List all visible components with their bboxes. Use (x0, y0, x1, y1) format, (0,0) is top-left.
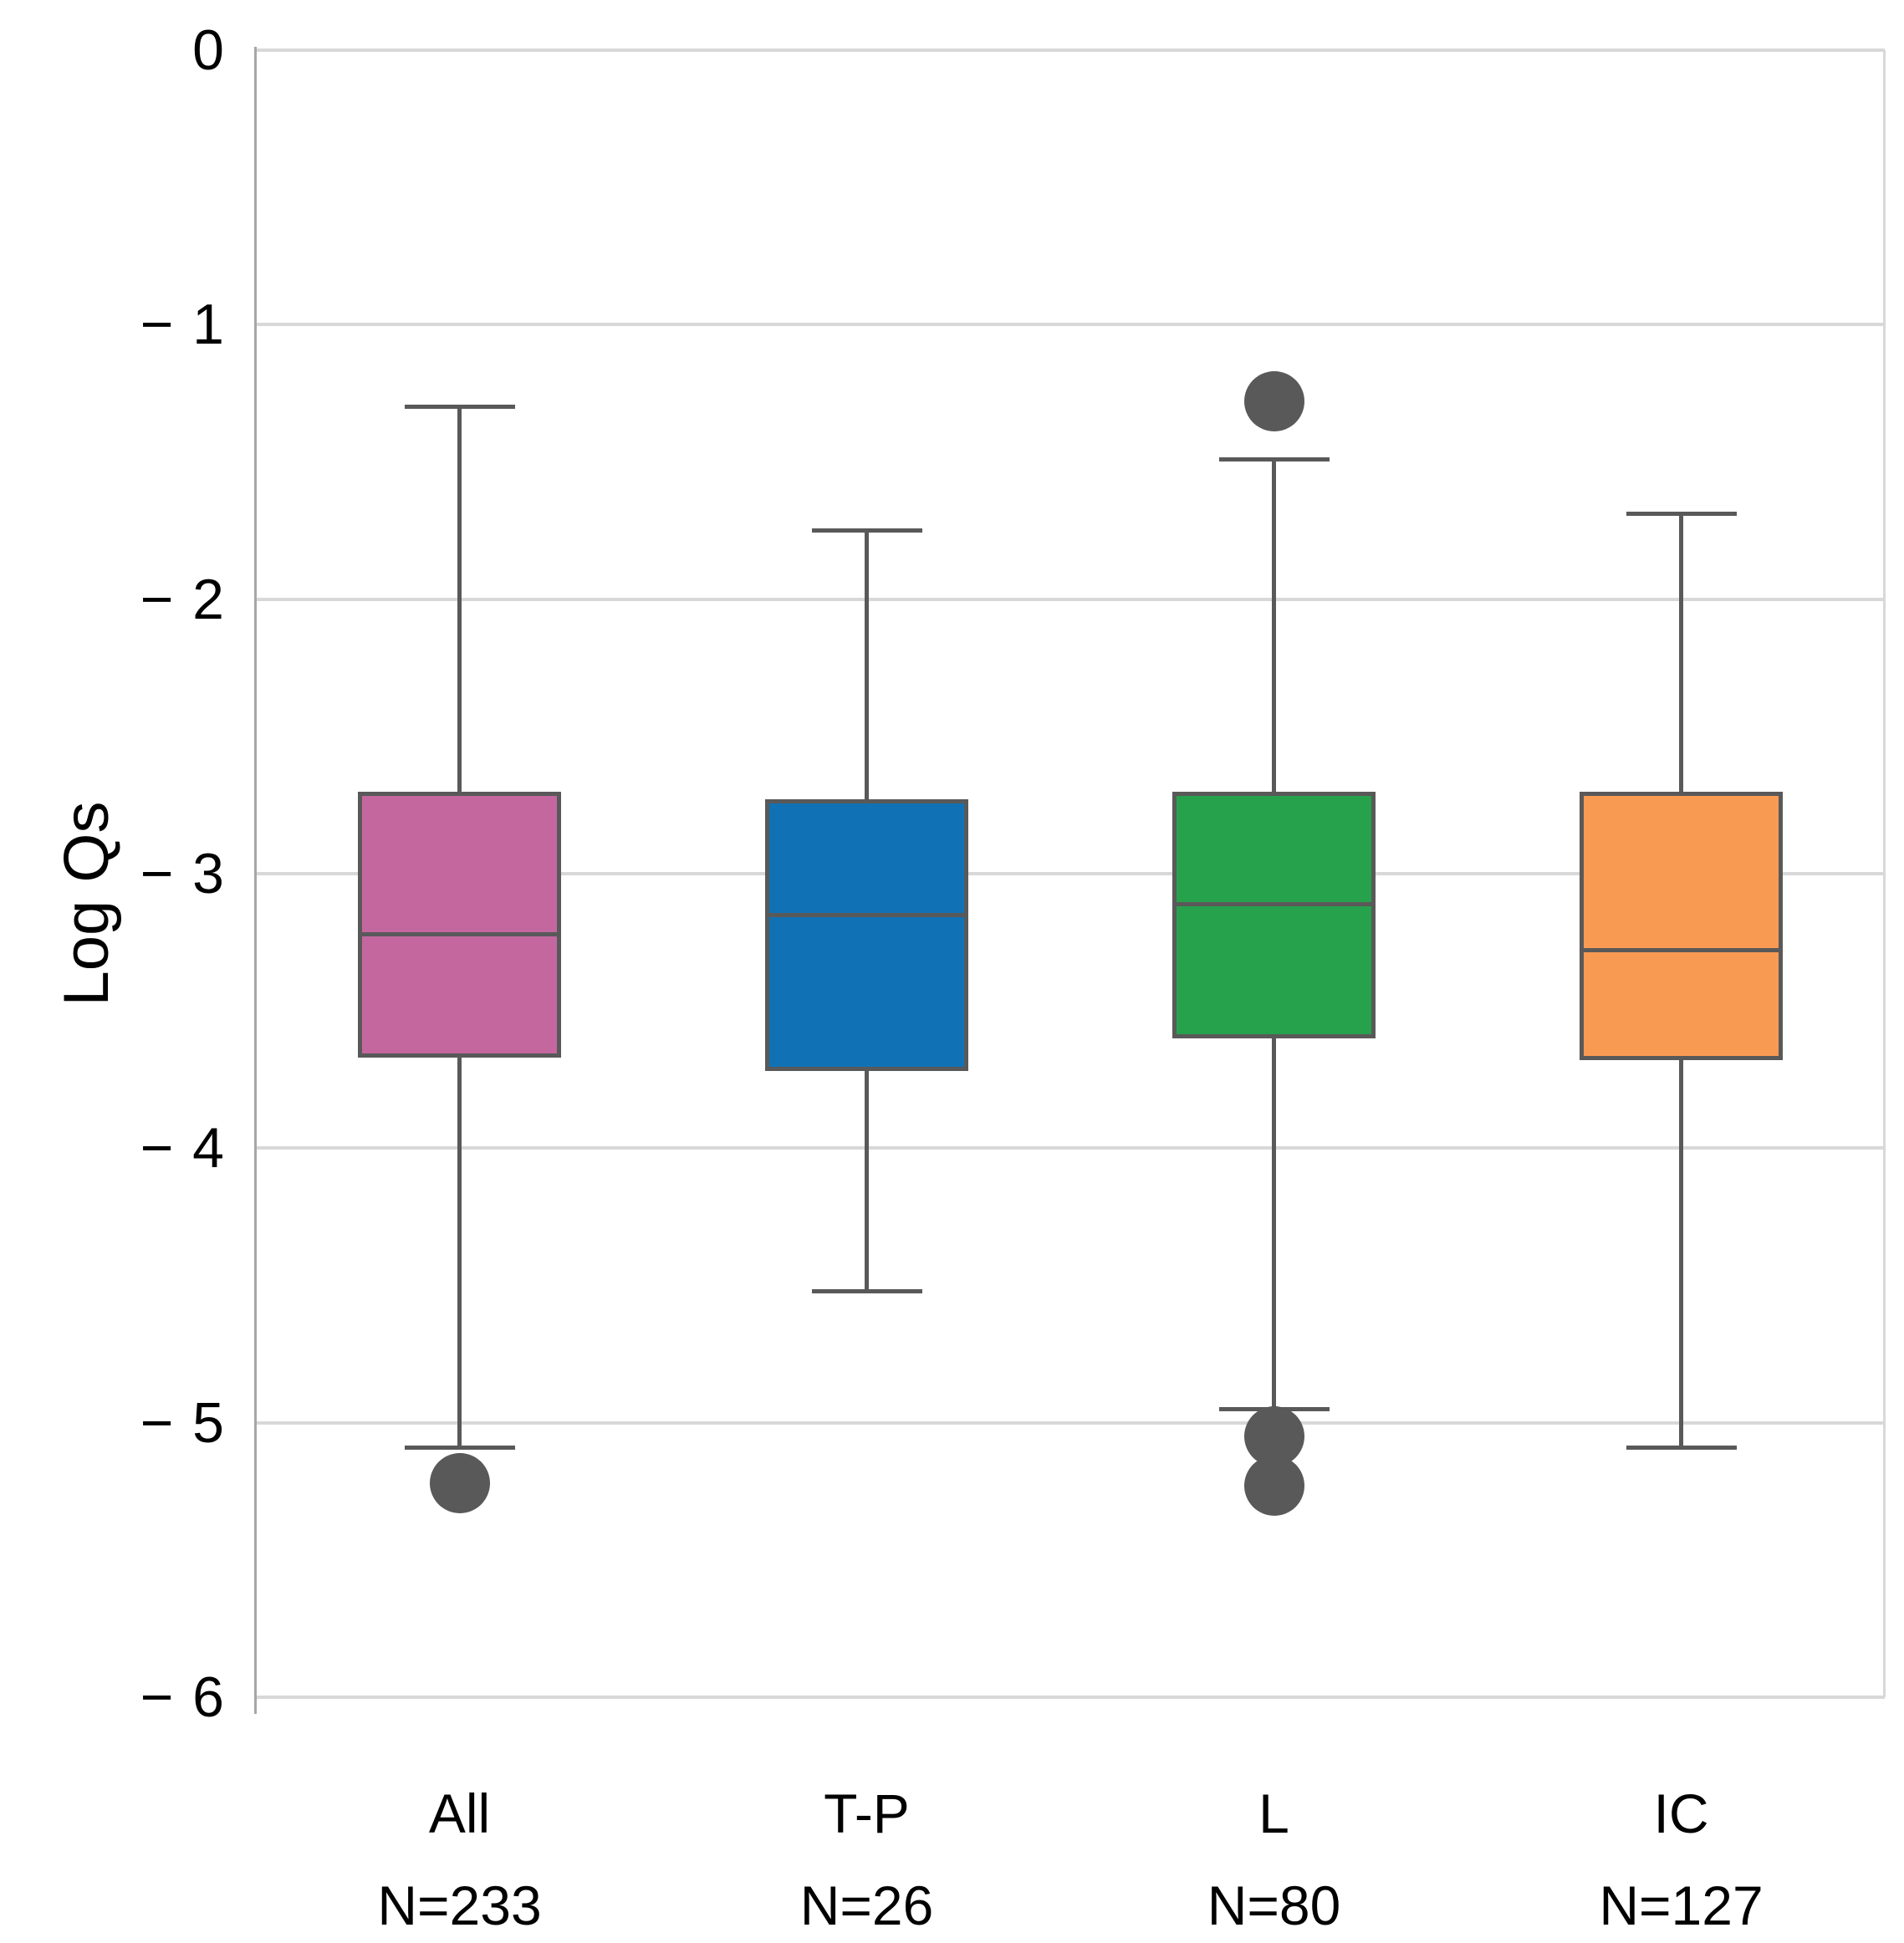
box-rect (765, 799, 968, 1072)
whisker-cap-top (1626, 512, 1737, 517)
whisker-cap-bottom (1626, 1445, 1737, 1450)
gridline (256, 597, 1885, 601)
category-label: T-P (824, 1782, 910, 1844)
category-label: IC (1653, 1782, 1709, 1844)
gridline (256, 48, 1885, 52)
median-line (1580, 948, 1783, 953)
outlier-dot (429, 1452, 490, 1513)
median-line (1172, 901, 1376, 906)
gridline (256, 1146, 1885, 1150)
median-line (358, 931, 561, 936)
whisker-cap-top (404, 405, 515, 410)
box-rect (358, 791, 561, 1058)
gridline (256, 1696, 1885, 1699)
y-tick-label: − 6 (140, 1665, 226, 1729)
y-axis-line (254, 47, 257, 1714)
category-label: L (1258, 1782, 1289, 1844)
y-tick-label: − 2 (140, 567, 226, 631)
category-n-label: N=80 (1207, 1874, 1341, 1936)
y-tick-label: − 1 (140, 293, 226, 357)
y-tick-label: 0 (192, 18, 226, 82)
outlier-dot (1243, 371, 1304, 432)
gridline (256, 323, 1885, 327)
y-tick-label: − 3 (140, 842, 226, 905)
whisker-cap-bottom (404, 1445, 515, 1450)
gridline (256, 1420, 1885, 1425)
outlier-dot (1243, 1456, 1304, 1517)
y-tick-label: − 5 (140, 1390, 226, 1455)
box-rect (1172, 791, 1376, 1038)
y-tick-label: − 4 (140, 1116, 226, 1181)
median-line (765, 912, 968, 917)
category-n-label: N=26 (799, 1874, 934, 1936)
whisker-cap-top (811, 528, 922, 533)
category-label: All (428, 1782, 491, 1844)
gridline (256, 872, 1885, 875)
box-rect (1580, 791, 1783, 1061)
category-n-label: N=233 (377, 1874, 542, 1936)
whisker-cap-top (1218, 456, 1330, 462)
plot-right-border (1883, 50, 1886, 1697)
whisker-cap-bottom (811, 1288, 922, 1293)
category-n-label: N=127 (1599, 1874, 1764, 1936)
